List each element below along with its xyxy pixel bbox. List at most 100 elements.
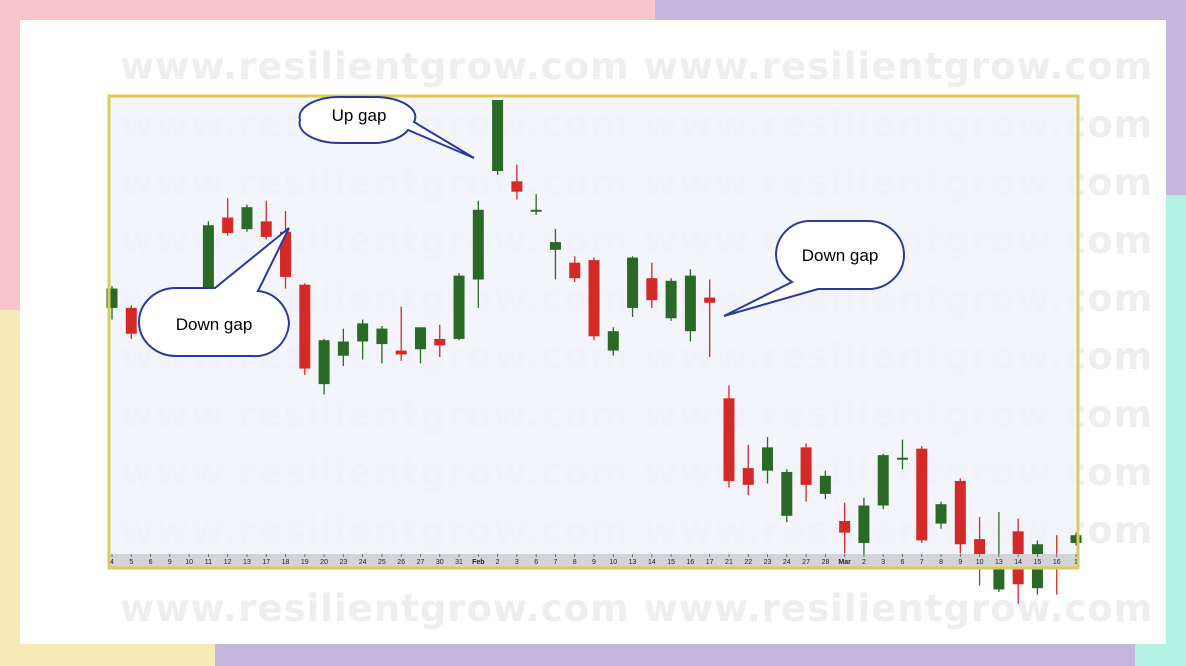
candle-body-up	[453, 275, 465, 339]
x-tick-label: 17	[706, 559, 714, 566]
x-tick-label: 14	[1014, 559, 1022, 566]
candle-body-down	[974, 539, 986, 565]
x-tick-label: 22	[744, 559, 752, 566]
candle-body-down	[395, 350, 407, 355]
candle-15	[665, 278, 677, 321]
candle-body-down	[569, 262, 581, 279]
callout-down-gap-right-label: Down gap	[802, 246, 879, 265]
candle-8	[569, 256, 581, 283]
x-tick-label: 26	[397, 559, 405, 566]
x-tick-label: 23	[339, 559, 347, 566]
x-tick-label: 10	[609, 559, 617, 566]
x-tick-label: 13	[243, 559, 251, 566]
candle-24	[357, 319, 369, 360]
candle-11	[202, 221, 214, 297]
x-tick-label: 7	[553, 559, 557, 566]
candle-20	[318, 338, 330, 395]
x-tick-label: 6	[901, 559, 905, 566]
x-tick-label: 27	[417, 559, 425, 566]
x-tick-label: 9	[958, 559, 962, 566]
candle-10	[974, 517, 986, 586]
candle-13	[993, 511, 1005, 593]
candle-body-up	[549, 242, 561, 250]
candle-body-up	[376, 328, 388, 345]
candle-body-up	[607, 331, 619, 351]
candle-17	[260, 200, 272, 240]
candle-body-down	[280, 231, 292, 277]
callout-down-gap-right: Down gap	[723, 220, 906, 317]
x-tick-label: 18	[282, 559, 290, 566]
candle-body-down	[800, 447, 812, 485]
x-tick-label: 6	[534, 559, 538, 566]
x-tick-label: 15	[667, 559, 675, 566]
candle-body-up	[106, 288, 118, 308]
candle-16	[684, 269, 696, 342]
candle-body-up	[241, 207, 253, 230]
x-tick-label: 6	[149, 559, 153, 566]
candle-1	[1070, 532, 1082, 546]
callout-down-gap-left: Down gap	[137, 227, 291, 358]
candle-19	[299, 283, 311, 376]
candle-3	[877, 453, 889, 510]
candle-body-up	[1070, 535, 1082, 543]
candle-9	[954, 478, 966, 554]
candle-body-down	[723, 398, 735, 481]
candle-body-down	[916, 448, 928, 541]
candle-21	[723, 385, 735, 488]
candle-12	[222, 198, 234, 236]
candle-body-up	[530, 209, 542, 212]
candle-24	[781, 469, 793, 523]
x-tick-label: 7	[920, 559, 924, 566]
x-tick-label: 2	[496, 559, 500, 566]
candle-body-up	[684, 275, 696, 332]
x-tick-label: Feb	[472, 559, 484, 566]
x-tick-label: 10	[185, 559, 193, 566]
candle-23	[762, 437, 774, 484]
x-tick-label: 5	[129, 559, 133, 566]
x-tick-label: 8	[573, 559, 577, 566]
candle-18	[280, 211, 292, 289]
callout-up-gap-label: Up gap	[332, 106, 387, 125]
callout-down-gap-left-bubble	[137, 227, 291, 358]
candle-body-up	[318, 340, 330, 385]
candle-30	[434, 324, 446, 357]
x-tick-label: 16	[687, 559, 695, 566]
candle-2	[492, 100, 504, 175]
x-tick-label: 17	[262, 559, 270, 566]
candle-5	[125, 305, 137, 339]
candle-body-down	[222, 217, 234, 234]
candle-10	[607, 327, 619, 356]
candle-body-down	[742, 468, 754, 485]
candle-body-up	[202, 225, 214, 296]
x-tick-label: 30	[436, 559, 444, 566]
x-tick-label: 31	[455, 559, 463, 566]
candle-body-down	[588, 260, 600, 337]
x-tick-label: 14	[648, 559, 656, 566]
x-axis-ticks: 4 5 6 9 10 11 12 13 17 18 19 20 23 24 25 26 27 30 31 Feb 2 3 6…	[110, 554, 1078, 566]
x-tick-label: 23	[764, 559, 772, 566]
candle-17	[704, 279, 716, 357]
candle-9	[588, 257, 600, 341]
callout-up-gap-bubble	[298, 95, 475, 159]
watermark-row: www.resilientgrow.com www.resilientgrow.…	[120, 45, 1154, 88]
candle-13	[627, 256, 639, 317]
x-tick-label: 9	[168, 559, 172, 566]
candle-26	[395, 306, 407, 361]
candle-body-up	[337, 341, 349, 356]
candle-31	[453, 273, 465, 341]
candle-body-down	[839, 521, 851, 533]
x-tick-label: 25	[378, 559, 386, 566]
candle-body-up	[819, 475, 831, 494]
candle-7	[549, 229, 561, 280]
x-tick-label: 16	[1053, 559, 1061, 566]
x-tick-label: 11	[205, 559, 212, 566]
candle-Feb	[472, 200, 484, 308]
candle-13	[241, 204, 253, 232]
x-axis-strip	[110, 554, 1077, 567]
candle-27	[800, 443, 812, 502]
chart-frame	[107, 94, 1080, 570]
x-tick-label: 3	[515, 559, 519, 566]
candle-body-down	[125, 307, 137, 334]
candle-body-down	[511, 181, 523, 192]
x-tick-label: 4	[110, 559, 114, 566]
